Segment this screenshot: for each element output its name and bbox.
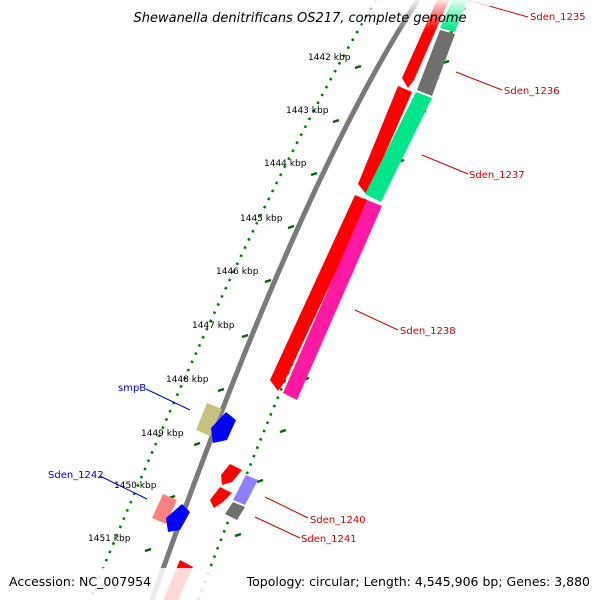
gene-label[interactable]: Sden_1241: [301, 534, 357, 545]
colored-track: [225, 0, 467, 520]
gene-sden-1238[interactable]: [283, 200, 382, 400]
kbp-label: 1450 kbp: [114, 481, 157, 491]
genome-backbone: [149, 0, 421, 600]
accession-text: Accession: NC_007954: [9, 574, 151, 589]
kbp-label: 1449 kbp: [141, 429, 184, 439]
gene-smpb[interactable]: [211, 412, 236, 443]
gene-label[interactable]: Sden_1237: [469, 170, 525, 181]
gene-label[interactable]: Sden_1240: [310, 515, 366, 526]
gene-label[interactable]: Sden_1235: [530, 12, 586, 23]
gene-labels: Sden_1235 Sden_1236 Sden_1237 Sden_1238 …: [48, 12, 586, 545]
forward-cds-track: [163, 0, 449, 600]
kbp-label: 1447 kbp: [192, 321, 235, 331]
gene-arrow[interactable]: [210, 487, 232, 508]
outer-genes: [152, 403, 236, 532]
gene-sden-1240[interactable]: [233, 475, 258, 505]
gene-arrow[interactable]: [358, 86, 412, 194]
kbp-labels: 1442 kbp 1443 kbp 1444 kbp 1445 kbp 1446…: [88, 53, 351, 544]
label-leaders: [99, 0, 529, 539]
gene-sden-1236[interactable]: [417, 30, 455, 96]
gene-sden-1242-region[interactable]: [152, 494, 177, 524]
gene-smpb-region[interactable]: [196, 403, 222, 436]
genome-summary-text: Topology: circular; Length: 4,545,906 bp…: [246, 574, 590, 589]
kbp-label: 1442 kbp: [308, 53, 351, 63]
kbp-label: 1451 kbp: [88, 534, 131, 544]
kbp-label: 1448 kbp: [166, 375, 209, 385]
gene-arrow[interactable]: [270, 195, 369, 391]
gene-label[interactable]: Sden_1238: [400, 326, 456, 337]
kbp-dotted-line: [88, 0, 378, 600]
gene-sden-1237[interactable]: [365, 92, 432, 202]
footer-backdrop: [0, 568, 600, 600]
kbp-label: 1443 kbp: [286, 106, 329, 116]
gene-arrow[interactable]: [221, 464, 242, 485]
gene-label[interactable]: Sden_1236: [504, 86, 560, 97]
page-title: Shewanella denitrificans OS217, complete…: [134, 11, 467, 26]
kbp-label: 1445 kbp: [240, 214, 283, 224]
kbp-label: 1446 kbp: [216, 267, 259, 277]
kbp-label: 1444 kbp: [264, 159, 307, 169]
title-backdrop: [110, 0, 490, 30]
gene-sden-1242[interactable]: [166, 504, 190, 532]
gene-label[interactable]: smpB: [118, 383, 146, 394]
kbp-ticks: [144, 64, 362, 553]
gene-label[interactable]: Sden_1242: [48, 470, 104, 481]
gene-sden-1241[interactable]: [225, 502, 245, 520]
